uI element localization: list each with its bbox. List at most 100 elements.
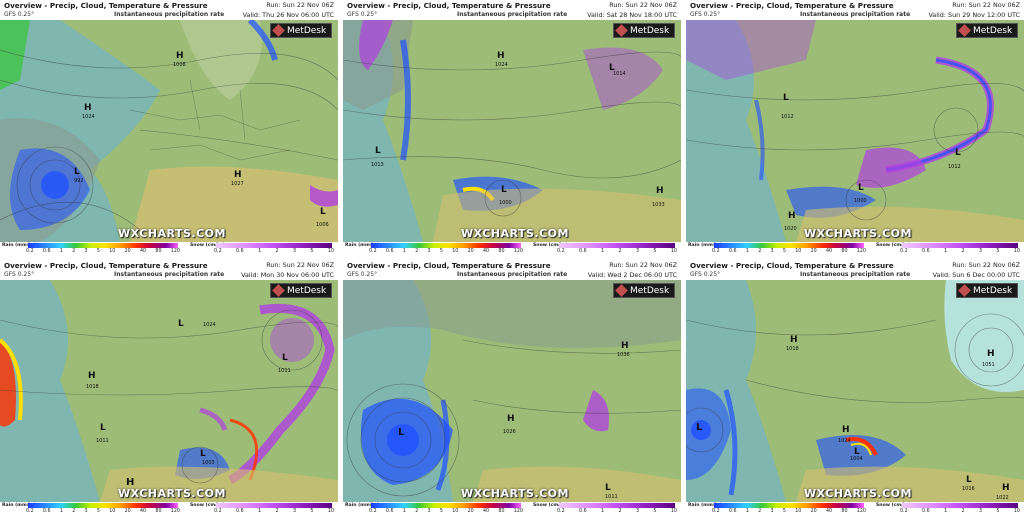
weather-map: H 1051 H 1018 L H 1024 L 1004 L 1016 H 1… bbox=[686, 280, 1024, 502]
panel-subtitle: Instantaneous precipitation rate bbox=[457, 11, 568, 18]
snow-colour-scale bbox=[559, 243, 675, 248]
metdesk-logo-icon bbox=[615, 24, 628, 37]
pressure-centre-value: 1000 bbox=[854, 198, 867, 204]
pressure-centre-value: 1018 bbox=[786, 346, 799, 352]
pressure-centre-type: H bbox=[788, 211, 796, 221]
pressure-centre-value: 1011 bbox=[278, 368, 291, 374]
pressure-centre-type: L bbox=[178, 319, 184, 329]
pressure-centre-type: H bbox=[656, 186, 664, 196]
panel-title: Overview - Precip, Cloud, Temperature & … bbox=[347, 1, 551, 10]
wxcharts-watermark: WXCHARTS.COM bbox=[118, 487, 226, 500]
wxcharts-watermark: WXCHARTS.COM bbox=[804, 487, 912, 500]
pressure-centre-value: 1013 bbox=[371, 162, 384, 168]
panel-header: Overview - Precip, Cloud, Temperature & … bbox=[0, 0, 338, 20]
forecast-panel-5[interactable]: Overview - Precip, Cloud, Temperature & … bbox=[686, 260, 1024, 515]
pressure-centre-value: 1016 bbox=[962, 486, 975, 492]
model-label: GFS 0.25° bbox=[4, 11, 35, 18]
pressure-centre-type: H bbox=[84, 103, 92, 113]
pressure-centre-type: L bbox=[320, 207, 326, 217]
metdesk-logo-icon bbox=[615, 284, 628, 297]
run-time: Run: Sun 22 Nov 06Z bbox=[266, 261, 334, 269]
run-time: Run: Sun 22 Nov 06Z bbox=[266, 1, 334, 9]
pressure-centre-type: L bbox=[398, 427, 405, 438]
pressure-centre-value: 1024 bbox=[838, 438, 851, 444]
metdesk-logo: MetDesk bbox=[613, 23, 675, 38]
precip-legend: Rain (mm/hr) 0.2 0.6 1 2 3 5 10 20 40 80 120 Snow … bbox=[343, 502, 681, 515]
metdesk-logo: MetDesk bbox=[270, 23, 332, 38]
pressure-centre-type: L bbox=[966, 475, 972, 485]
pressure-centre-value: 1033 bbox=[652, 202, 665, 208]
weather-map: L 1024 L 1011 H 1018 L 1011 L 1003 H bbox=[0, 280, 338, 502]
pressure-centre-type: H bbox=[842, 425, 850, 435]
wxcharts-watermark: WXCHARTS.COM bbox=[461, 487, 569, 500]
forecast-panel-2[interactable]: Overview - Precip, Cloud, Temperature & … bbox=[686, 0, 1024, 255]
valid-time: Valid: Sat 28 Nov 18:00 UTC bbox=[587, 11, 677, 19]
snow-ticks: 0.2 0.6 1 2 3 5 10 bbox=[214, 249, 334, 254]
wxcharts-watermark: WXCHARTS.COM bbox=[461, 227, 569, 240]
pressure-centre-value: 1000 bbox=[499, 200, 512, 206]
pressure-centre-type: H bbox=[790, 335, 798, 345]
pressure-centre-value: 1036 bbox=[617, 352, 630, 358]
weather-map: L 1012 L 1012 L 1000 H 1020 bbox=[686, 20, 1024, 242]
panel-header: Overview - Precip, Cloud, Temperature & … bbox=[343, 260, 681, 280]
forecast-panel-0[interactable]: Overview - Precip, Cloud, Temperature & … bbox=[0, 0, 338, 255]
pressure-centre-value: 1011 bbox=[605, 494, 618, 500]
snow-colour-scale bbox=[216, 243, 332, 248]
rain-ticks: 0.2 0.6 1 2 3 5 10 20 40 80 120 bbox=[26, 249, 180, 254]
pressure-centre-type: H bbox=[621, 341, 629, 351]
valid-time: Valid: Sun 29 Nov 12:00 UTC bbox=[928, 11, 1020, 19]
pressure-centre-type: L bbox=[605, 483, 611, 493]
metdesk-logo-icon bbox=[958, 24, 971, 37]
pressure-centre-value: 1006 bbox=[316, 222, 329, 228]
run-time: Run: Sun 22 Nov 06Z bbox=[952, 1, 1020, 9]
precip-legend: Rain (mm/hr) 0.2 0.6 1 2 3 5 10 20 40 80 120 Snow … bbox=[686, 502, 1024, 515]
pressure-centre-type: H bbox=[1002, 483, 1010, 493]
pressure-centre-type: L bbox=[100, 423, 106, 433]
pressure-centre-value: 1008 bbox=[173, 62, 186, 68]
pressure-centre-value: 992 bbox=[74, 178, 84, 184]
metdesk-logo: MetDesk bbox=[956, 23, 1018, 38]
pressure-centre-value: 1011 bbox=[96, 438, 109, 444]
wxcharts-watermark: WXCHARTS.COM bbox=[118, 227, 226, 240]
pressure-centre-type: H bbox=[497, 51, 505, 61]
run-time: Run: Sun 22 Nov 06Z bbox=[952, 261, 1020, 269]
wxcharts-watermark: WXCHARTS.COM bbox=[804, 227, 912, 240]
pressure-centre-type: L bbox=[609, 63, 615, 73]
run-time: Run: Sun 22 Nov 06Z bbox=[609, 261, 677, 269]
pressure-centre-value: 1024 bbox=[203, 322, 216, 328]
weather-map: H 1036 L H 1026 L 1011 bbox=[343, 280, 681, 502]
metdesk-logo-icon bbox=[272, 284, 285, 297]
panel-header: Overview - Precip, Cloud, Temperature & … bbox=[0, 260, 338, 280]
pressure-centre-value: 1026 bbox=[503, 429, 516, 435]
metdesk-logo: MetDesk bbox=[956, 283, 1018, 298]
forecast-panel-1[interactable]: Overview - Precip, Cloud, Temperature & … bbox=[343, 0, 681, 255]
weather-map: H 1024 L 1014 L 1013 L 1000 H 1033 bbox=[343, 20, 681, 242]
forecast-panel-3[interactable]: Overview - Precip, Cloud, Temperature & … bbox=[0, 260, 338, 515]
precip-legend: Rain (mm/hr) 0.2 0.6 1 2 3 5 10 20 40 80 120 Snow … bbox=[0, 502, 338, 515]
snow-legend-label: Snow (cm/hr) bbox=[190, 243, 225, 248]
pressure-centre-value: 1020 bbox=[784, 226, 797, 232]
model-label: GFS 0.25° bbox=[347, 11, 378, 18]
pressure-centre-type: L bbox=[858, 183, 864, 193]
forecast-panel-4[interactable]: Overview - Precip, Cloud, Temperature & … bbox=[343, 260, 681, 515]
metdesk-logo-icon bbox=[272, 24, 285, 37]
pressure-centre-value: 1012 bbox=[948, 164, 961, 170]
rain-colour-scale bbox=[371, 243, 521, 248]
pressure-centre-type: H bbox=[126, 477, 134, 488]
pressure-centre-value: 1022 bbox=[996, 495, 1009, 501]
pressure-centre-type: L bbox=[375, 146, 381, 156]
metdesk-logo: MetDesk bbox=[613, 283, 675, 298]
panel-header: Overview - Precip, Cloud, Temperature & … bbox=[686, 0, 1024, 20]
pressure-centre-type: H bbox=[88, 371, 96, 381]
valid-time: Valid: Thu 26 Nov 06:00 UTC bbox=[242, 11, 334, 19]
pressure-centre-type: H bbox=[987, 349, 995, 359]
pressure-centre-type: H bbox=[176, 51, 184, 61]
pressure-centre-type: L bbox=[501, 185, 507, 195]
pressure-centre-type: L bbox=[854, 447, 860, 457]
rain-colour-scale bbox=[28, 243, 178, 248]
pressure-centre-type: L bbox=[696, 422, 703, 433]
metdesk-logo: MetDesk bbox=[270, 283, 332, 298]
rain-legend-label: Rain (mm/hr) bbox=[2, 243, 37, 248]
pressure-centre-type: H bbox=[507, 414, 515, 424]
